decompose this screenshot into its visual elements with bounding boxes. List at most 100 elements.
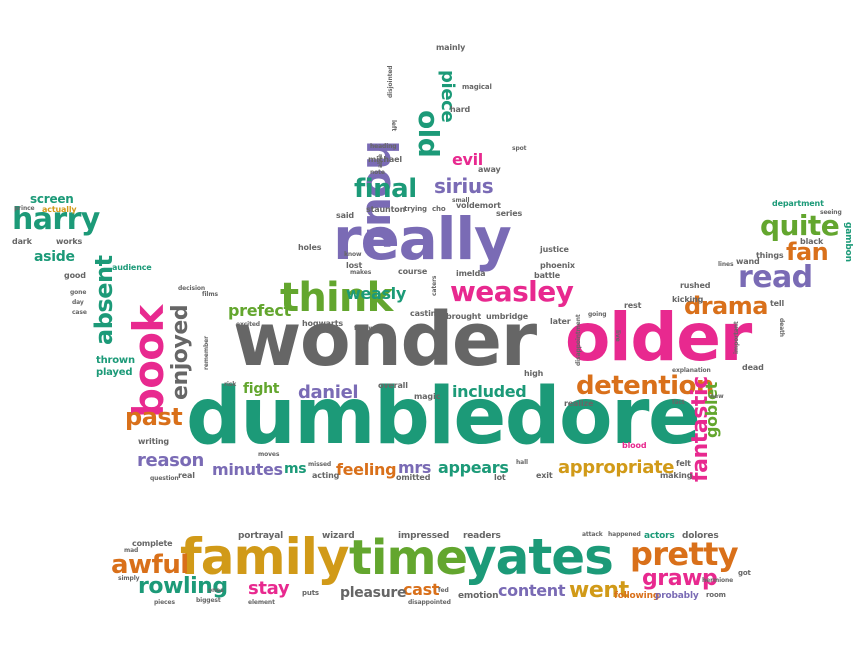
word-attack: attack bbox=[582, 531, 603, 538]
word-mrs: mrs bbox=[398, 458, 432, 477]
word-drama: drama bbox=[684, 292, 769, 320]
word-weasly: weasly bbox=[346, 284, 406, 303]
word-stay: stay bbox=[248, 578, 290, 599]
word-question: question bbox=[150, 475, 179, 482]
word-aside: aside bbox=[34, 249, 75, 265]
word-simply: simply bbox=[118, 575, 140, 582]
word-yates: yates bbox=[464, 528, 614, 586]
word-prefect: prefect bbox=[228, 301, 291, 320]
word-death: death bbox=[778, 318, 785, 337]
word-went: went bbox=[569, 578, 629, 603]
word-element: element bbox=[248, 599, 275, 606]
word-minutes: minutes bbox=[212, 460, 283, 479]
word-important: important bbox=[733, 321, 740, 354]
word-think: think bbox=[280, 275, 393, 321]
word-reason: reason bbox=[137, 450, 204, 471]
word-gone: gone bbox=[70, 289, 87, 296]
word-acting: acting bbox=[312, 471, 340, 480]
word-left: left bbox=[390, 120, 397, 132]
word-overall: overall bbox=[378, 381, 408, 390]
word-good: good bbox=[64, 271, 86, 280]
word-audience: audience bbox=[112, 263, 152, 272]
word-moves: moves bbox=[258, 451, 280, 458]
word-tell: tell bbox=[770, 299, 785, 308]
word-probably: probably bbox=[655, 591, 699, 601]
word-disjointed: disjointed bbox=[387, 65, 394, 98]
word-mad: mad bbox=[124, 547, 139, 554]
word-enjoyed: enjoyed bbox=[168, 304, 193, 400]
word-family: family bbox=[180, 528, 349, 586]
word-able: able bbox=[377, 154, 384, 168]
word-hogwarts: hogwarts bbox=[302, 319, 343, 328]
word-caters: caters bbox=[431, 275, 438, 296]
word-rowling: rowling bbox=[138, 574, 228, 599]
word-phoenix: phoenix bbox=[540, 261, 575, 270]
word-realize: realize bbox=[564, 399, 594, 408]
word-followed: followed bbox=[354, 325, 382, 332]
word-room: room bbox=[706, 591, 726, 599]
word-thrown: thrown bbox=[96, 355, 135, 366]
word-lines: lines bbox=[718, 261, 734, 268]
word-excited: excited bbox=[236, 321, 260, 328]
word-awful: awful bbox=[111, 550, 189, 580]
word-new: new bbox=[710, 393, 724, 400]
word-hermione: hermione bbox=[702, 577, 734, 584]
word-said: said bbox=[336, 211, 354, 220]
word-time: time bbox=[349, 530, 468, 586]
word-included: included bbox=[452, 382, 527, 401]
word-dumbledore: dumbledore bbox=[186, 372, 701, 462]
word-heading: heading bbox=[370, 143, 397, 150]
word-live: live bbox=[614, 330, 621, 342]
word-holes: holes bbox=[298, 243, 322, 252]
word-magical: magical bbox=[462, 83, 492, 91]
word-blood: blood bbox=[622, 441, 647, 450]
word-dark: dark bbox=[12, 237, 32, 246]
word-cho: cho bbox=[432, 205, 446, 213]
word-following: following bbox=[614, 591, 660, 601]
word-remember: remember bbox=[203, 336, 210, 370]
word-high: high bbox=[524, 369, 544, 378]
word-grawp: grawp bbox=[642, 566, 718, 591]
word-imelda: imelda bbox=[456, 269, 486, 278]
word-cast: cast bbox=[403, 580, 440, 599]
word-readers: readers bbox=[463, 531, 501, 541]
word-risk: risk bbox=[224, 381, 237, 388]
word-fight: fight bbox=[243, 381, 280, 397]
word-fact: fact bbox=[672, 399, 685, 406]
word-weasley: weasley bbox=[450, 275, 574, 308]
word-sirius: sirius bbox=[434, 174, 494, 198]
word-impressed: impressed bbox=[398, 531, 450, 541]
word-missed: missed bbox=[308, 461, 332, 468]
word-dead: dead bbox=[742, 363, 764, 372]
word-read: read bbox=[738, 260, 813, 295]
word-kicking: kicking bbox=[672, 295, 704, 304]
word-disappointment: disappointment bbox=[575, 314, 582, 366]
word-complete: complete bbox=[132, 539, 173, 548]
word-makes: makes bbox=[350, 269, 372, 276]
word-lost: lost bbox=[346, 261, 363, 270]
word-actually: actually bbox=[42, 205, 77, 214]
word-feeling: feeling bbox=[336, 460, 397, 479]
word-works: works bbox=[56, 237, 83, 246]
word-puts: puts bbox=[302, 589, 319, 597]
word-felt: felt bbox=[676, 459, 691, 468]
word-series: series bbox=[496, 209, 523, 218]
word-disappointed: disappointed bbox=[408, 599, 451, 606]
word-played: played bbox=[96, 367, 133, 378]
word-rushed: rushed bbox=[680, 281, 711, 290]
word-staunton: staunton bbox=[366, 205, 406, 214]
word-small: small bbox=[452, 197, 470, 204]
word-battle: battle bbox=[534, 271, 560, 280]
word-goblet: goblet bbox=[702, 382, 721, 438]
word-spot: spot bbox=[512, 145, 527, 152]
word-content: content bbox=[498, 581, 566, 600]
word-brought: brought bbox=[446, 312, 481, 321]
word-wand: wand bbox=[736, 257, 760, 266]
word-omitted: omitted bbox=[396, 473, 431, 482]
word-mainly: mainly bbox=[436, 43, 466, 52]
word-explanation: explanation bbox=[672, 367, 711, 374]
word-piece: piece bbox=[437, 70, 458, 123]
word-got: got bbox=[738, 569, 751, 577]
word-decision: decision bbox=[178, 285, 206, 292]
word-seeing: seeing bbox=[820, 209, 842, 216]
